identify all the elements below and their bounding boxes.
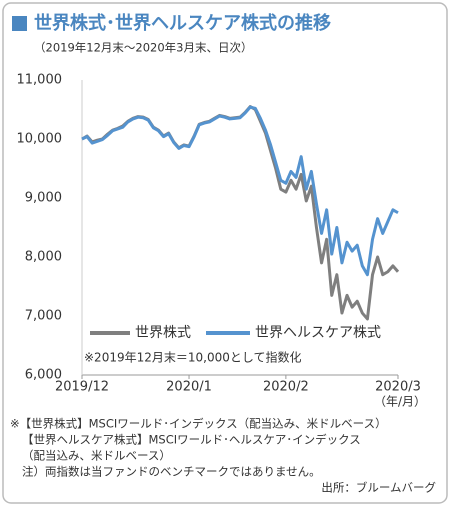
series-line (81, 105, 399, 277)
x-tick-label: 2020/3 (375, 380, 421, 395)
y-tick-label: 7,000 (25, 309, 62, 324)
x-unit: （年/月） (374, 395, 426, 409)
legend-label: 世界株式 (135, 325, 191, 341)
y-tick-label: 9,000 (25, 191, 62, 206)
note: ※2019年12月末＝10,000として指数化 (84, 350, 302, 365)
legend-label: 世界ヘルスケア株式 (255, 325, 381, 341)
chart-subtitle: （2019年12月末～2020年3月末、日次） (34, 41, 252, 55)
y-tick-label: 11,000 (17, 73, 63, 88)
footnote: 注）両指数は当ファンドのベンチマークではありません。 (22, 465, 321, 479)
x-tick-label: 2020/2 (263, 380, 309, 395)
y-tick-label: 8,000 (25, 250, 62, 265)
footnote: （配当込み、米ドルベース） (22, 449, 171, 463)
y-tick-label: 10,000 (17, 132, 63, 147)
title-icon (12, 16, 27, 31)
y-tick-label: 6,000 (25, 368, 62, 383)
footnote: 【世界ヘルスケア株式】MSCIワールド･ヘルスケア･インデックス (22, 433, 361, 447)
footnote: ※【世界株式】MSCIワールド･インデックス（配当込み、米ドルベース） (10, 417, 387, 431)
x-tick-label: 2020/1 (166, 380, 212, 395)
x-tick-label: 2019/12 (55, 380, 109, 395)
source: 出所：ブルームバーグ (321, 481, 436, 495)
chart-title: 世界株式･世界ヘルスケア株式の推移 (34, 12, 331, 34)
